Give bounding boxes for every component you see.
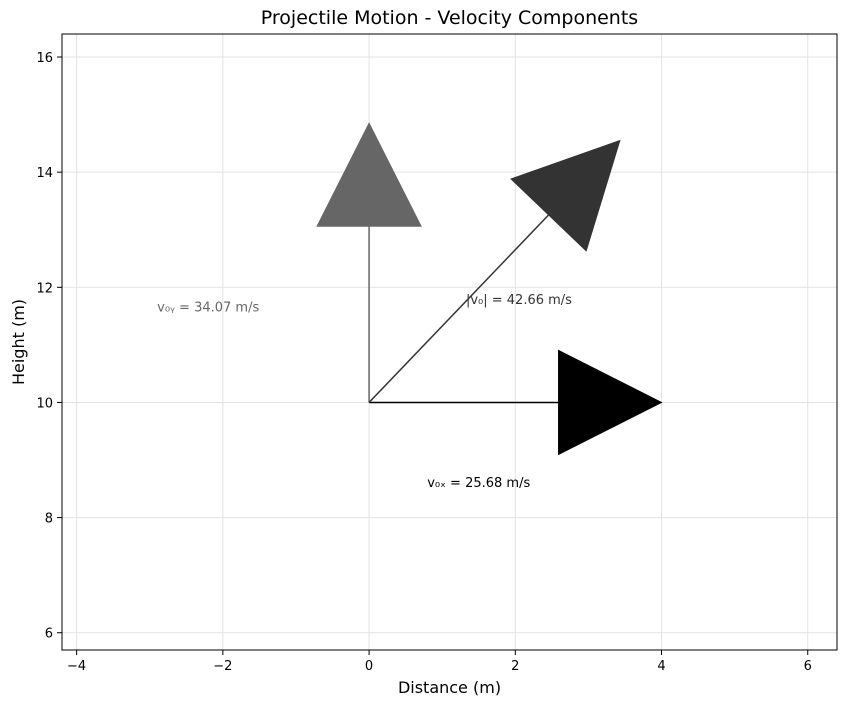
y-tick-label: 12 xyxy=(36,281,53,296)
vector-label-vy: v₀ᵧ = 34.07 m/s xyxy=(157,300,259,315)
x-axis-ticks: −4 −2 0 2 4 6 xyxy=(67,650,812,674)
chart-title: Projectile Motion - Velocity Components xyxy=(261,7,638,29)
vector-labels: v₀ₓ = 25.68 m/s v₀ᵧ = 34.07 m/s |v₀| = 42.… xyxy=(157,293,572,491)
y-tick-label: 8 xyxy=(45,512,53,527)
x-tick-label: 4 xyxy=(657,659,665,674)
y-tick-label: 6 xyxy=(45,627,53,642)
y-tick-label: 10 xyxy=(36,396,53,411)
grid xyxy=(62,34,837,650)
x-tick-label: 6 xyxy=(804,659,812,674)
vectors xyxy=(316,122,663,456)
x-tick-label: 0 xyxy=(365,659,373,674)
plot-frame xyxy=(61,33,838,651)
y-axis-ticks: 6 8 10 12 14 16 xyxy=(36,51,62,642)
vector-head-vx xyxy=(558,349,663,456)
x-tick-label: 2 xyxy=(511,659,519,674)
x-tick-label: −2 xyxy=(213,659,232,674)
x-axis-title: Distance (m) xyxy=(398,678,501,697)
vector-label-v0: |v₀| = 42.66 m/s xyxy=(466,293,572,308)
y-tick-label: 14 xyxy=(36,166,53,181)
vector-head-vy xyxy=(316,122,422,227)
vector-shaft-v0 xyxy=(368,214,550,403)
vector-head-v0 xyxy=(510,139,621,252)
x-tick-label: −4 xyxy=(67,659,86,674)
y-axis-title: Height (m) xyxy=(9,299,28,385)
vector-label-vx: v₀ₓ = 25.68 m/s xyxy=(427,476,530,491)
y-tick-label: 16 xyxy=(36,51,53,66)
